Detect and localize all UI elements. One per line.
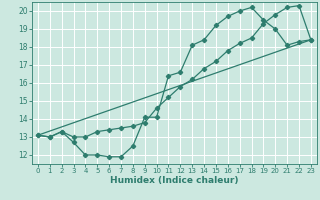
X-axis label: Humidex (Indice chaleur): Humidex (Indice chaleur) [110,176,239,185]
